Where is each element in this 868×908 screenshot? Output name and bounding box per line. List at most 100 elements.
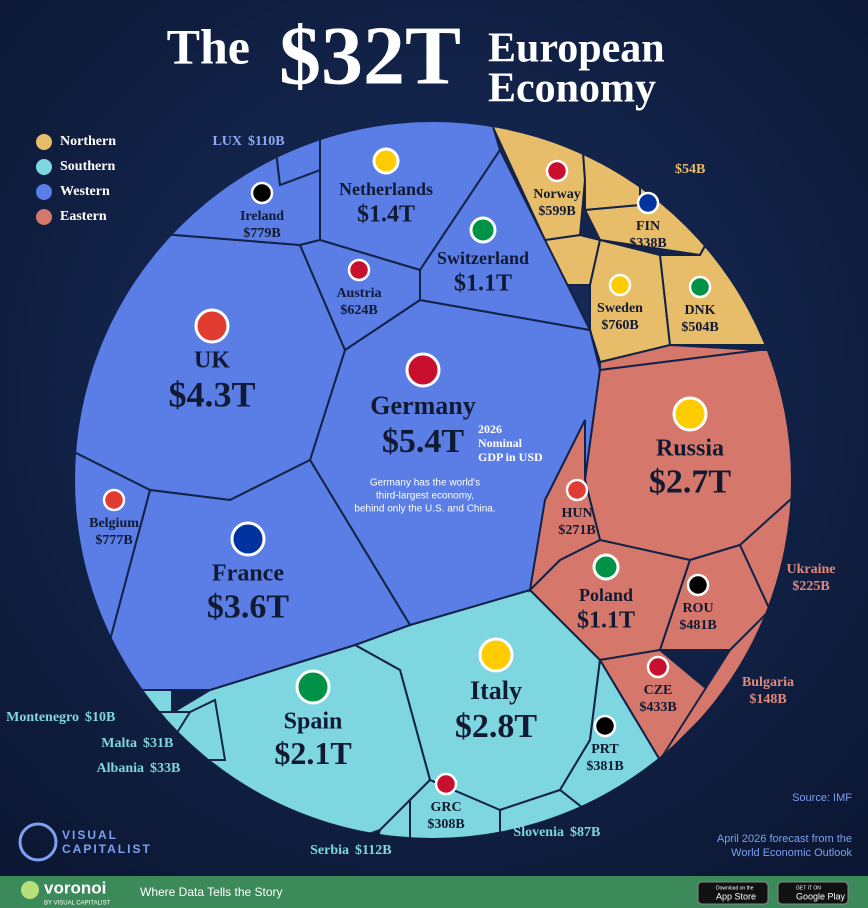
flag (545, 159, 569, 183)
subtitle: 2026 (478, 422, 502, 436)
value-label: $87B (570, 825, 600, 840)
annotation: Germany has the world's (370, 478, 480, 489)
subtitle: GDP in USD (478, 450, 543, 464)
value-label: $504B (681, 320, 718, 335)
flag (688, 275, 712, 299)
google-play-badge[interactable] (777, 881, 849, 905)
flag (592, 553, 620, 581)
country-name: Spain (284, 709, 343, 735)
footer-app: voronoi (44, 878, 106, 897)
country-name: Italy (470, 676, 522, 705)
value-label: $271B (558, 523, 595, 538)
country-name: DNK (684, 303, 715, 318)
flag (565, 478, 589, 502)
flag (469, 216, 497, 244)
value-label: $1.1T (577, 608, 635, 634)
country-name: Bulgaria (742, 675, 794, 690)
country-name: Ireland (240, 209, 284, 224)
country-name: Poland (579, 585, 633, 605)
country-name: Montenegro (6, 710, 79, 725)
badge-text: Download on the (716, 885, 754, 891)
value-label: $624B (340, 303, 377, 318)
country-name: Slovenia (513, 825, 564, 840)
legend-swatch (36, 209, 52, 225)
country-name: FIN (636, 219, 660, 234)
value-label: $481B (679, 618, 716, 633)
value-label: $3.6T (207, 589, 290, 626)
flag (230, 521, 266, 557)
footer-app-by: BY VISUAL CAPITALIST (44, 901, 111, 907)
country-name: UK (194, 348, 230, 374)
app-store-badge[interactable] (697, 881, 769, 905)
legend-label: Western (60, 184, 110, 199)
value-label: $112B (355, 843, 392, 858)
title-part: European (488, 26, 665, 72)
value-label: $5.4T (382, 423, 465, 460)
labels: Norway $599B $54B FIN $338B Sweden $760B DNK $50… (6, 134, 835, 858)
country-cell (358, 797, 411, 838)
flag (250, 181, 274, 205)
title-part: Economy (488, 66, 656, 112)
country-name: Albania (97, 761, 144, 776)
value-label: $31B (143, 736, 173, 751)
flag (478, 637, 514, 673)
brand-text: VISUAL (62, 828, 118, 842)
value-label: $10B (85, 710, 115, 725)
value-label: $54B (675, 162, 705, 177)
flag (194, 308, 230, 344)
value-label: $777B (95, 533, 132, 548)
badge-text: GET IT ON (796, 885, 821, 891)
value-label: $33B (150, 761, 180, 776)
title-part: The (167, 18, 250, 74)
brand-logo (18, 822, 58, 862)
flag (672, 396, 708, 432)
legend-swatch (36, 184, 52, 200)
flag (636, 191, 660, 215)
value-label: $4.3T (168, 374, 255, 414)
value-label: $760B (601, 318, 638, 333)
flag (295, 669, 331, 705)
value-label: $779B (243, 226, 280, 241)
value-label: $308B (427, 817, 464, 832)
flag (372, 147, 400, 175)
badge-text: Google Play (796, 891, 846, 901)
country-name: HUN (561, 506, 592, 521)
flag (593, 714, 617, 738)
country-name: LUX (212, 134, 242, 149)
value-label: $599B (538, 204, 575, 219)
annotation: behind only the U.S. and China. (354, 504, 495, 515)
value-label: $1.4T (357, 202, 415, 228)
country-cell (738, 498, 791, 702)
country-name: Russia (656, 436, 724, 462)
country-cell (409, 778, 501, 838)
country-name: France (212, 561, 284, 587)
voronoi-logo (21, 881, 39, 899)
country-name: PRT (591, 742, 619, 757)
legend-label: Northern (60, 134, 116, 149)
brand-text: CAPITALIST (62, 842, 152, 856)
legend-label: Eastern (60, 209, 107, 224)
annotation: third-largest economy, (376, 491, 474, 502)
badge-text: App Store (716, 891, 756, 901)
footer-tagline: Where Data Tells the Story (140, 885, 283, 899)
country-name: Switzerland (437, 248, 529, 268)
source: April 2026 forecast from the (717, 833, 852, 845)
subtitle: Nominal (478, 436, 523, 450)
country-name: Malta (101, 736, 137, 751)
value-label: $381B (586, 759, 623, 774)
country-name: CZE (644, 683, 673, 698)
legend-label: Southern (60, 159, 115, 174)
country-name: GRC (430, 800, 461, 815)
flag (686, 573, 710, 597)
legend-swatch (36, 134, 52, 150)
flag (405, 352, 441, 388)
legend-swatch (36, 159, 52, 175)
flag (608, 273, 632, 297)
value-label: $2.8T (455, 708, 538, 745)
country-name: Ukraine (787, 562, 836, 577)
source: Source: IMF (792, 792, 852, 804)
value-label: $1.1T (454, 271, 512, 297)
value-label: $148B (749, 692, 786, 707)
country-name: Austria (336, 286, 381, 301)
country-name: Germany (370, 391, 475, 420)
